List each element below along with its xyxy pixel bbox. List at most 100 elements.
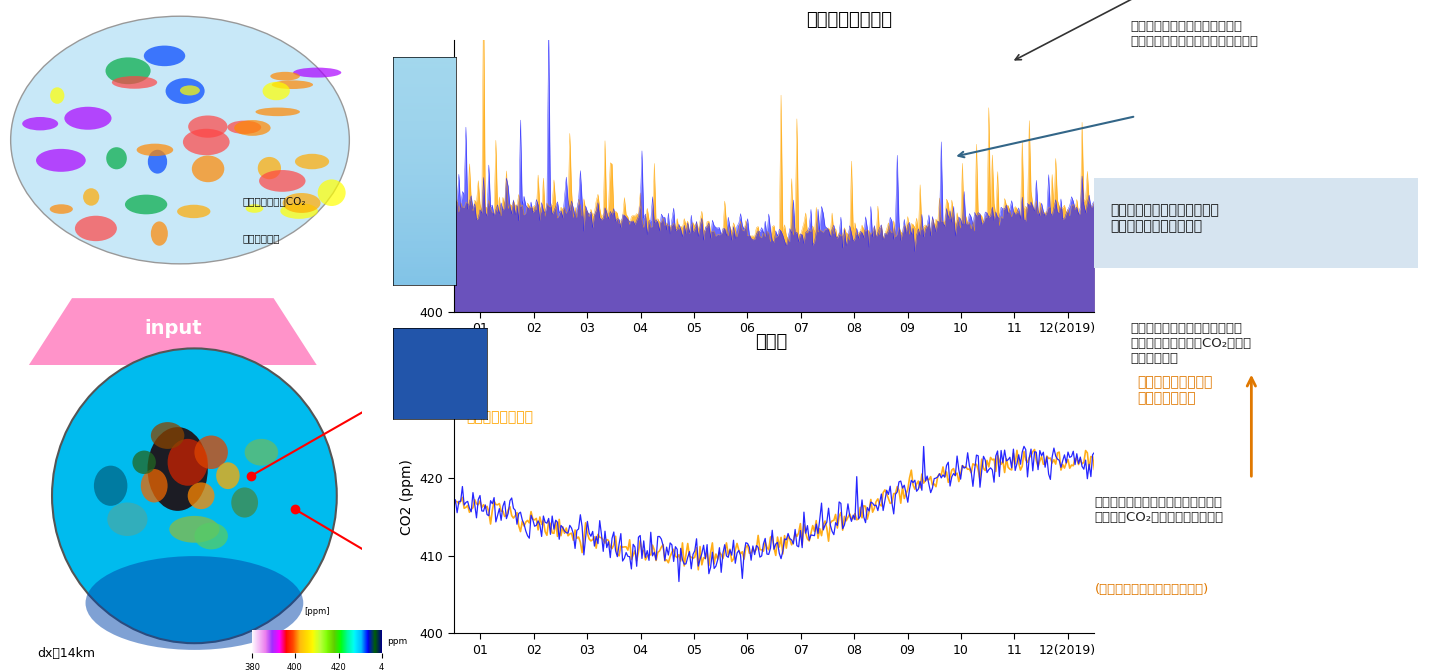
Text: 化石燃料起源データの間違い
＋大気モデルの計算誤差: 化石燃料起源データの間違い ＋大気モデルの計算誤差 (1110, 203, 1220, 233)
Bar (393, 119, 456, 121)
Ellipse shape (262, 82, 289, 100)
Bar (393, 189, 456, 192)
Ellipse shape (75, 216, 117, 241)
Bar (393, 130, 456, 132)
Y-axis label: CO2 (ppm): CO2 (ppm) (400, 460, 413, 535)
Ellipse shape (194, 523, 228, 549)
Ellipse shape (144, 46, 186, 66)
Bar (393, 68, 456, 70)
Ellipse shape (107, 147, 127, 170)
Bar (393, 203, 456, 205)
Ellipse shape (318, 180, 346, 206)
Bar (393, 241, 456, 244)
Bar (393, 103, 456, 105)
Bar (393, 212, 456, 214)
Bar (393, 146, 456, 148)
Ellipse shape (112, 76, 157, 88)
Bar (393, 73, 456, 75)
Ellipse shape (10, 16, 350, 264)
Bar (393, 260, 456, 262)
Bar (393, 121, 456, 123)
FancyBboxPatch shape (1094, 178, 1418, 268)
Bar (393, 153, 456, 155)
Bar (393, 262, 456, 264)
Ellipse shape (132, 451, 156, 474)
Bar (393, 257, 456, 260)
Bar (393, 230, 456, 232)
Bar (393, 166, 456, 169)
Bar (393, 214, 456, 216)
Ellipse shape (147, 427, 207, 511)
Text: [ppm]: [ppm] (304, 607, 330, 616)
Bar (393, 112, 456, 114)
Ellipse shape (216, 462, 239, 489)
Ellipse shape (282, 193, 321, 213)
Bar (393, 194, 456, 196)
Text: 逆解析で求めたCO₂: 逆解析で求めたCO₂ (242, 196, 305, 206)
Ellipse shape (194, 436, 228, 469)
Text: input: input (144, 319, 202, 338)
Ellipse shape (105, 58, 151, 84)
Bar (393, 132, 456, 135)
Ellipse shape (180, 85, 200, 95)
Ellipse shape (187, 482, 215, 509)
Ellipse shape (141, 469, 167, 502)
Bar (393, 237, 456, 239)
Bar (393, 135, 456, 137)
Bar (393, 127, 456, 130)
Bar (393, 66, 456, 68)
Bar (393, 269, 456, 271)
Text: dx～14km: dx～14km (37, 647, 95, 660)
Bar (393, 205, 456, 207)
Bar (393, 114, 456, 116)
Ellipse shape (125, 194, 167, 214)
Ellipse shape (137, 143, 173, 156)
Bar (393, 105, 456, 107)
Bar (393, 78, 456, 80)
Bar (393, 80, 456, 82)
Text: 統計は国別。それよりも細かな
分布を作るには様々な仮定を使う。: 統計は国別。それよりも細かな 分布を作るには様々な仮定を使う。 (1130, 20, 1259, 48)
Bar (393, 59, 456, 62)
Ellipse shape (50, 204, 73, 214)
Text: うまく計算誤差の影響を除いて
やれば、東京起源のCO₂放出量
を推定可能？: うまく計算誤差の影響を除いて やれば、東京起源のCO₂放出量 を推定可能？ (1130, 322, 1251, 364)
Ellipse shape (281, 203, 318, 219)
Bar (393, 200, 456, 203)
Ellipse shape (108, 502, 147, 536)
Bar (393, 64, 456, 66)
Ellipse shape (22, 117, 58, 131)
Bar (393, 255, 456, 257)
Text: 放出・吸収量: 放出・吸収量 (242, 233, 279, 243)
Bar (393, 253, 456, 255)
Text: シミュレーション: シミュレーション (467, 411, 533, 425)
Bar (393, 228, 456, 230)
Ellipse shape (166, 78, 204, 104)
Ellipse shape (151, 221, 168, 246)
Text: (濃度の確からしさは評価可能): (濃度の確からしさは評価可能) (1094, 583, 1208, 596)
Polygon shape (29, 298, 317, 365)
Bar (393, 75, 456, 78)
Bar (393, 283, 456, 285)
Bar (393, 91, 456, 93)
Bar (393, 141, 456, 143)
Bar (393, 155, 456, 157)
Text: 東京周辺からのみの
シグナルを抽出: 東京周辺からのみの シグナルを抽出 (1138, 375, 1212, 405)
Bar (393, 57, 456, 59)
Ellipse shape (259, 170, 305, 192)
Bar (393, 86, 456, 89)
Bar (393, 244, 456, 246)
Bar (393, 275, 456, 278)
Bar (393, 278, 456, 280)
Bar (393, 139, 456, 141)
Bar (393, 169, 456, 171)
Bar (393, 100, 456, 103)
Bar (393, 62, 456, 64)
Bar (393, 150, 456, 153)
Ellipse shape (167, 439, 207, 486)
Ellipse shape (148, 149, 167, 174)
Ellipse shape (189, 115, 228, 138)
Bar (393, 221, 456, 223)
Bar (393, 198, 456, 200)
Bar (393, 159, 456, 161)
Text: 南鳥島: 南鳥島 (755, 333, 788, 351)
Bar (393, 180, 456, 182)
